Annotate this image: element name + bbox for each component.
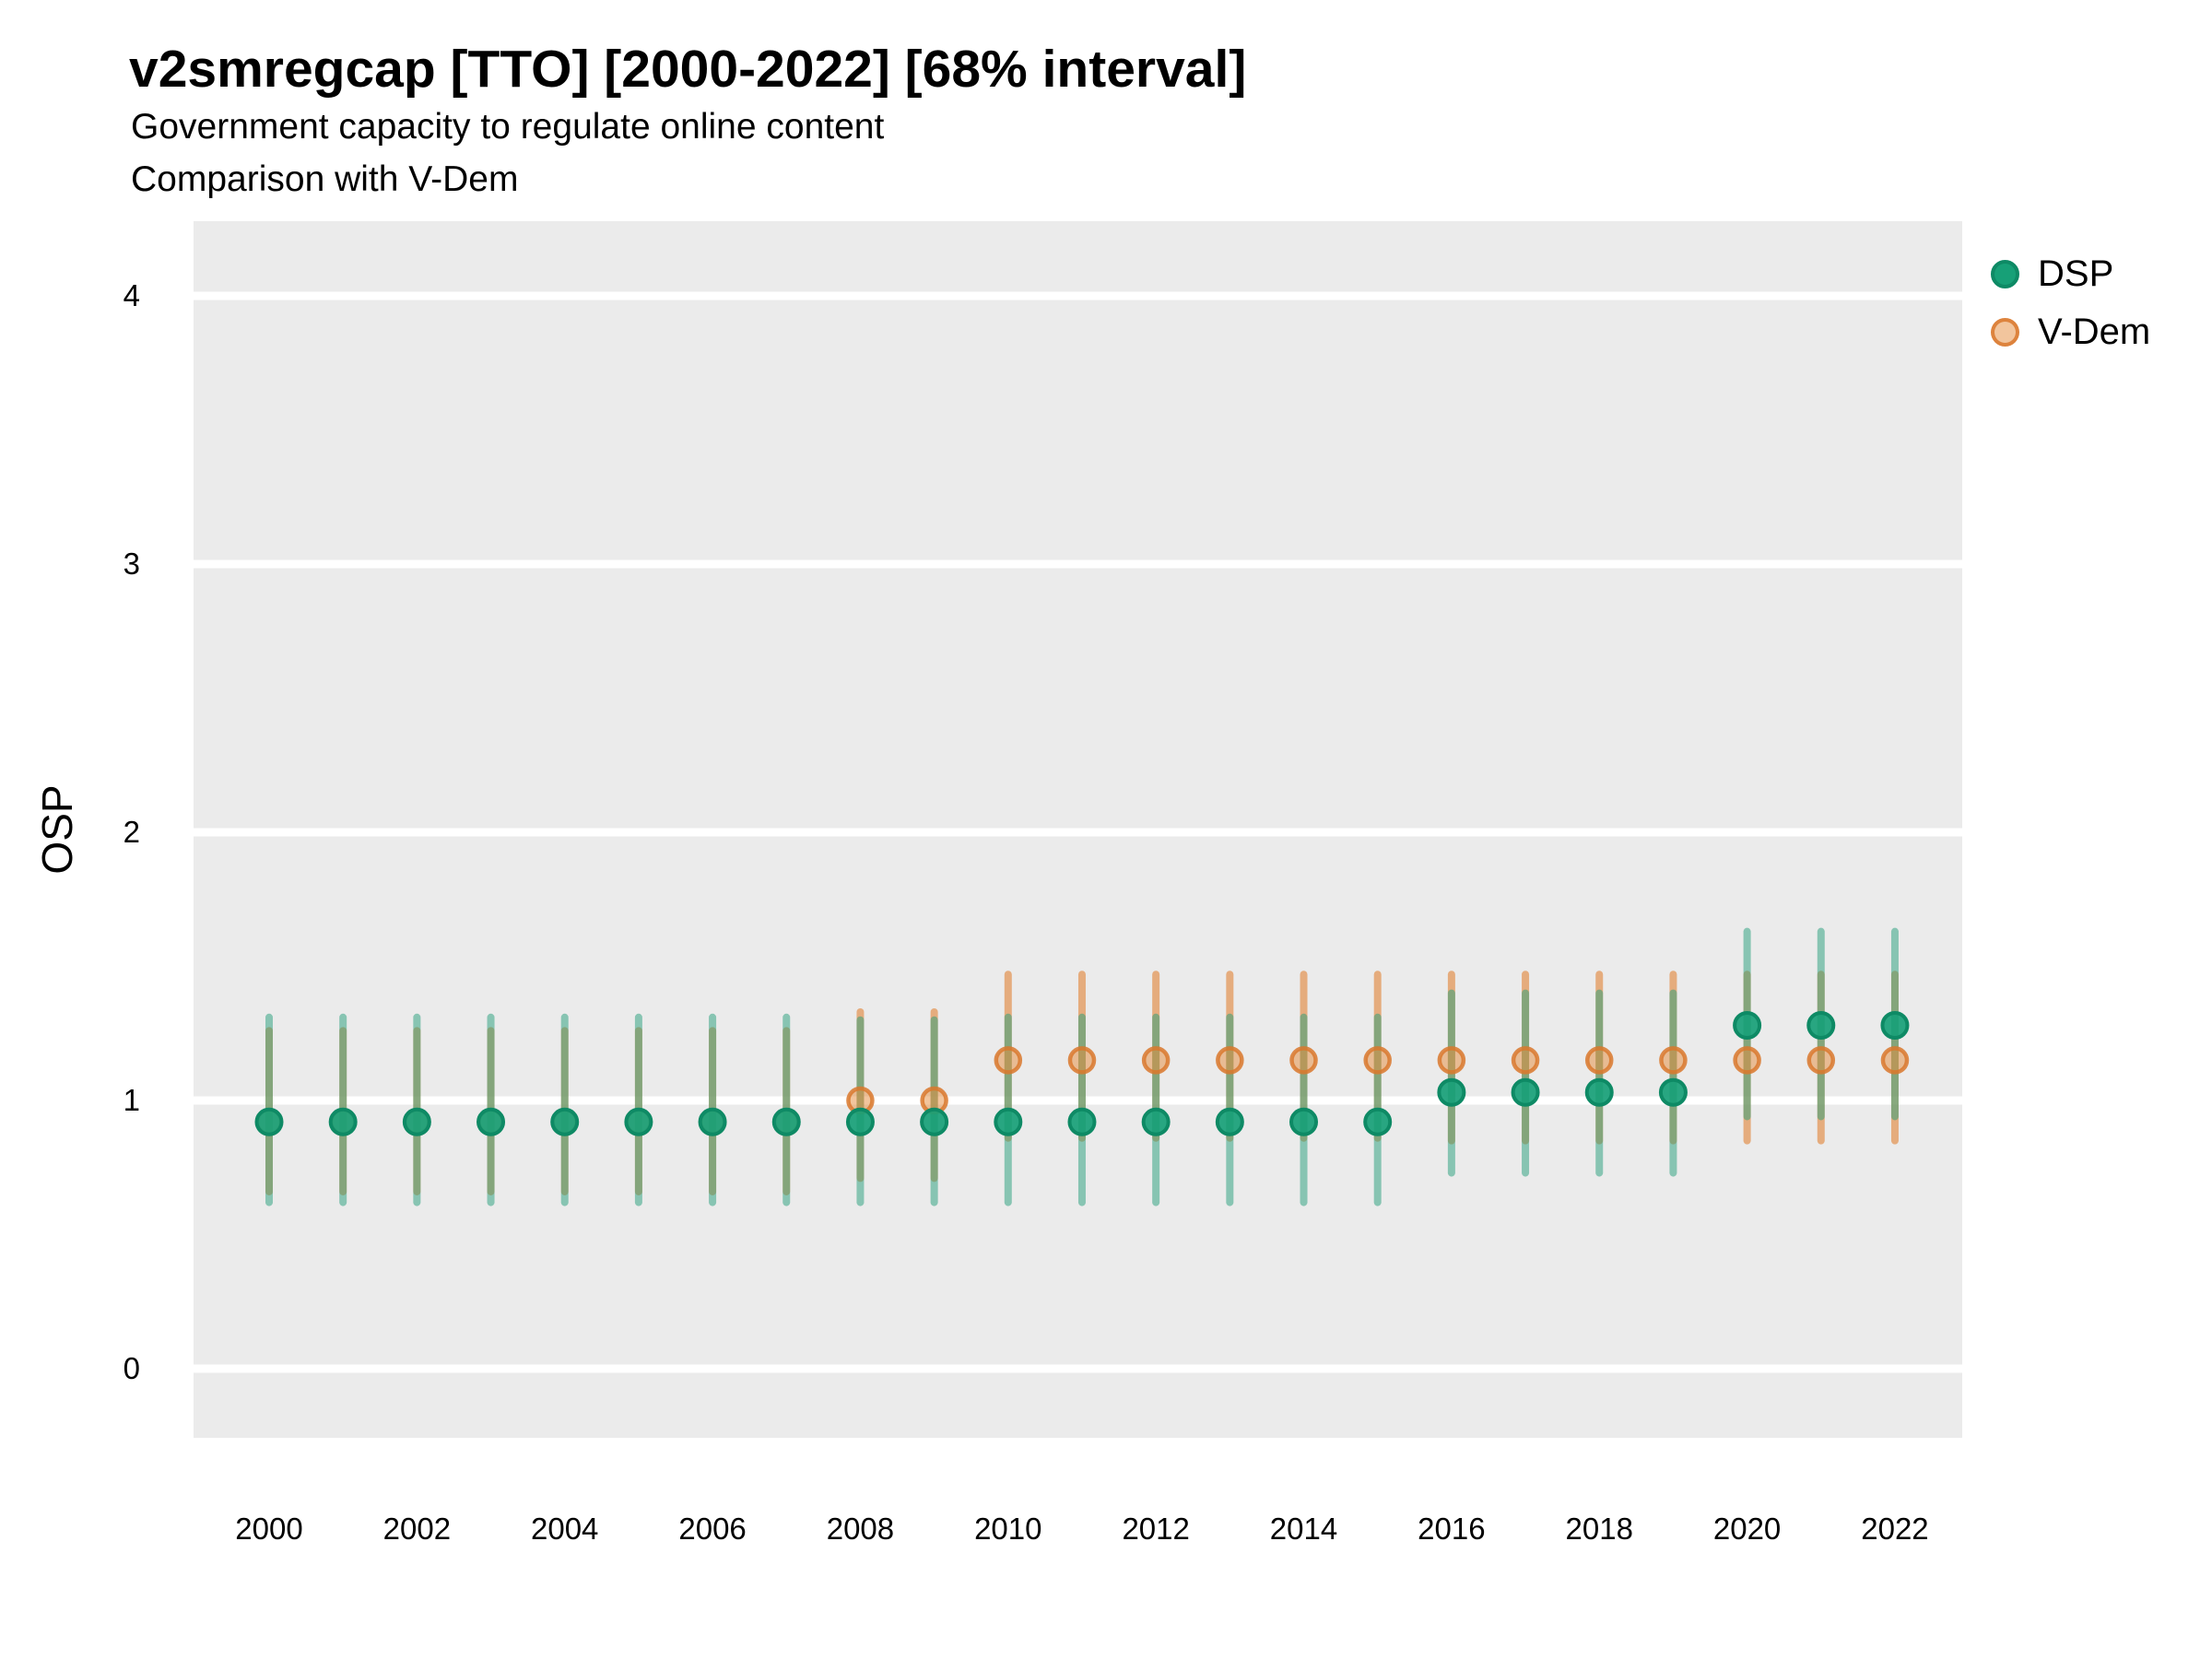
dsp-point — [1363, 1107, 1393, 1136]
dsp-point — [477, 1107, 506, 1136]
dsp-point — [698, 1107, 727, 1136]
dsp-point — [402, 1107, 431, 1136]
vdem-point — [1511, 1046, 1540, 1075]
x-tick-label: 2006 — [678, 1512, 747, 1546]
vdem-point — [994, 1046, 1023, 1075]
x-tick-label: 2022 — [1861, 1512, 1929, 1546]
dsp-point — [920, 1107, 949, 1136]
chart-subtitle-2: Comparison with V-Dem — [131, 159, 519, 199]
vdem-point — [1880, 1046, 1910, 1075]
x-tick-label: 2018 — [1565, 1512, 1633, 1546]
chart-subtitle: Government capacity to regulate online c… — [131, 107, 885, 147]
dsp-point — [771, 1107, 801, 1136]
dsp-point — [328, 1107, 358, 1136]
vdem-point — [1067, 1046, 1097, 1075]
vdem-point — [1437, 1046, 1466, 1075]
dsp-point — [550, 1107, 580, 1136]
legend-item-dsp: DSP — [1991, 251, 2150, 297]
dsp-point — [624, 1107, 653, 1136]
dsp-legend-dot-icon — [1991, 259, 2019, 288]
y-tick-label: 3 — [123, 547, 140, 581]
dsp-point — [1658, 1077, 1688, 1107]
chart-title: v2smregcap [TTO] [2000-2022] [68% interv… — [129, 40, 1247, 99]
dsp-point — [1880, 1011, 1910, 1041]
x-tick-label: 2008 — [826, 1512, 895, 1546]
vdem-point — [1363, 1046, 1392, 1075]
legend-label-vdem: V-Dem — [2038, 311, 2151, 352]
x-tick-label: 2020 — [1712, 1512, 1782, 1546]
vdem-point — [1733, 1046, 1761, 1075]
dsp-point — [1511, 1077, 1540, 1107]
dsp-point — [254, 1107, 284, 1136]
x-tick-label: 2012 — [1122, 1512, 1190, 1546]
vdem-point — [1659, 1046, 1688, 1075]
vdem-point — [1216, 1046, 1244, 1075]
legend-label-dsp: DSP — [2038, 253, 2114, 294]
dsp-point — [845, 1107, 875, 1136]
dsp-point — [1733, 1011, 1762, 1041]
x-tick-label: 2014 — [1269, 1512, 1338, 1546]
dsp-point — [994, 1107, 1023, 1136]
dsp-point — [1215, 1107, 1244, 1136]
y-tick-label: 2 — [123, 815, 140, 849]
dsp-point — [1584, 1077, 1614, 1107]
x-tick-label: 2000 — [235, 1512, 303, 1546]
legend-item-vdem: V-Dem — [1991, 309, 2150, 355]
vdem-legend-dot-icon — [1991, 317, 2019, 347]
dsp-point — [1806, 1011, 1836, 1041]
y-tick-label: 1 — [123, 1083, 140, 1117]
vdem-point — [1584, 1046, 1614, 1075]
dsp-point — [1067, 1107, 1097, 1136]
x-tick-label: 2010 — [974, 1512, 1042, 1546]
dsp-point — [1289, 1107, 1319, 1136]
x-tick-label: 2016 — [1418, 1512, 1486, 1546]
dsp-point — [1437, 1077, 1466, 1107]
vdem-point — [1289, 1046, 1318, 1075]
vdem-point — [1806, 1046, 1836, 1075]
x-tick-label: 2002 — [382, 1512, 452, 1546]
x-tick-label: 2004 — [531, 1512, 599, 1546]
legend: DSP V-Dem — [1991, 251, 2150, 367]
y-tick-label: 0 — [123, 1351, 140, 1385]
y-tick-label: 4 — [123, 278, 140, 312]
dsp-point — [1141, 1107, 1171, 1136]
vdem-point — [1141, 1046, 1171, 1075]
